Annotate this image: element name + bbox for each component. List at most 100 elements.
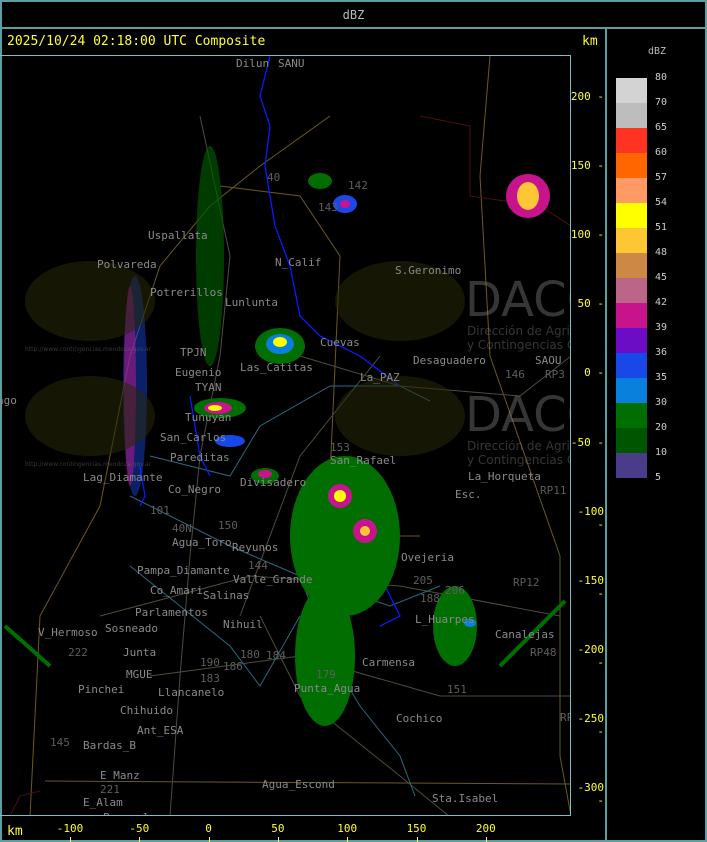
- y-tick-label: 50 -: [577, 297, 605, 311]
- x-tick-label: 200: [475, 822, 496, 835]
- place-label: Pareditas: [170, 451, 230, 464]
- route-label: RP12: [513, 576, 540, 589]
- place-label: Sta.Isabel: [432, 792, 499, 805]
- place-label: Punta_Agua: [294, 682, 361, 695]
- route-label: 153: [330, 441, 350, 454]
- route-label: 40: [267, 171, 281, 184]
- place-label: Ant_ESA: [137, 724, 184, 737]
- y-tick-label: -300 -: [577, 781, 605, 807]
- route-label: 186: [223, 660, 243, 673]
- legend-swatch: [616, 403, 647, 428]
- route-label: 143: [318, 201, 338, 214]
- route-label: 222: [68, 646, 88, 659]
- place-label: Valle_Grande: [233, 573, 313, 586]
- legend-label: 54: [655, 197, 668, 208]
- legend-label: 10: [655, 447, 668, 458]
- watermark-logo: [25, 261, 155, 341]
- legend-swatch: [616, 228, 647, 253]
- x-tick-label: 0: [205, 822, 212, 835]
- x-tick-mark: [416, 837, 418, 842]
- x-tick-mark: [347, 837, 349, 842]
- radar-echoes: [3, 146, 567, 726]
- legend-swatch: [616, 78, 647, 103]
- route-label: 146: [505, 368, 525, 381]
- place-label: Bardas_B: [83, 739, 136, 752]
- route-label: RP3: [545, 368, 565, 381]
- place-label: Cochico: [396, 712, 443, 725]
- route-label: RP48: [530, 646, 557, 659]
- place-label: Divisadero: [240, 476, 307, 489]
- watermark-line1: Dirección de Agricultura: [467, 439, 570, 453]
- legend-label: 80: [655, 72, 668, 83]
- y-tick-label: 0 -: [584, 366, 604, 380]
- place-label: San_Rafael: [330, 454, 397, 467]
- y-tick-label: -100 -: [577, 504, 605, 531]
- place-label: E_Alam: [83, 796, 123, 809]
- x-tick-mark: [485, 837, 487, 842]
- legend-swatch: [616, 203, 647, 228]
- legend-label: 30: [655, 397, 668, 408]
- place-label: Agua_Escond: [262, 778, 335, 791]
- legend-panel: [605, 27, 707, 842]
- place-label: Tunuyan: [185, 411, 232, 424]
- place-label: ago: [0, 394, 17, 407]
- y-tick-label: -50 -: [570, 435, 604, 449]
- y-tick-label: 150 -: [570, 159, 604, 173]
- y-axis-unit: km: [582, 34, 598, 49]
- legend-swatch: [616, 428, 647, 453]
- place-label: Co_Negro: [168, 483, 221, 496]
- place-label: L_Huarpes: [415, 613, 475, 626]
- legend-swatch: [616, 303, 647, 328]
- legend-label: 35: [655, 372, 668, 383]
- radar-map[interactable]: DACCDirección de Agricultura y Contingenc…: [0, 55, 571, 816]
- route-label: 151: [447, 683, 467, 696]
- legend-swatch: [616, 278, 647, 303]
- y-tick-label: 200 -: [570, 90, 604, 103]
- place-label: Parlamentos: [135, 606, 208, 619]
- legend-label: 65: [655, 122, 668, 133]
- watermark-brand: DACC: [465, 387, 570, 443]
- place-label: Pampa_Diamante: [137, 564, 230, 577]
- x-tick-label: -100: [56, 822, 84, 835]
- legend-swatch: [616, 378, 647, 403]
- route-label: 221: [100, 783, 120, 796]
- y-tick-label: -200 -: [577, 642, 605, 669]
- x-tick-mark: [208, 837, 210, 842]
- place-label: Llancanelo: [158, 686, 225, 699]
- y-tick-label: 100 -: [570, 228, 604, 242]
- legend-label: 36: [655, 347, 668, 358]
- route-label: 188: [420, 592, 440, 605]
- route-label: 183: [200, 672, 220, 685]
- y-tick-label: -250 -: [577, 711, 605, 738]
- place-label: TYAN: [195, 381, 222, 394]
- place-label: Eugenio: [175, 366, 222, 379]
- route-label: 206: [445, 584, 465, 597]
- place-label: TPJN: [180, 346, 207, 359]
- watermark-url: http://www.contingencias.mendoza.gov.ar: [25, 346, 152, 353]
- timestamp-label: 2025/10/24 02:18:00 UTC Composite: [7, 34, 266, 49]
- route-label: 150: [218, 519, 238, 532]
- legend-label: 48: [655, 247, 668, 258]
- place-label: N_Calif: [275, 256, 322, 269]
- legend-label: 20: [655, 422, 668, 433]
- place-label: Lag_Diamante: [83, 471, 163, 484]
- watermark-logo: [25, 376, 155, 456]
- place-label: Esc.: [455, 488, 482, 501]
- place-label: Desaguadero: [413, 354, 486, 367]
- watermark-logo: [335, 376, 465, 456]
- place-label: La_Horqueta: [468, 470, 541, 483]
- x-tick-label: -50: [129, 822, 150, 835]
- legend-label: 42: [655, 297, 668, 308]
- watermark-line2: y Contingencias Climáticas: [467, 338, 570, 352]
- route-label: 142: [348, 179, 368, 192]
- route-label: 101: [150, 504, 170, 517]
- place-label: Co_Amari: [150, 584, 203, 597]
- place-label: Agua_Toro: [172, 536, 232, 549]
- place-label: Las_Catitas: [240, 361, 313, 374]
- x-tick-mark: [70, 837, 71, 842]
- x-tick-label: 150: [406, 822, 427, 835]
- place-label: Chihuido: [120, 704, 173, 717]
- place-label: SAOU: [535, 354, 562, 367]
- x-tick-label: 100: [337, 822, 358, 835]
- x-axis-unit: km: [7, 824, 23, 839]
